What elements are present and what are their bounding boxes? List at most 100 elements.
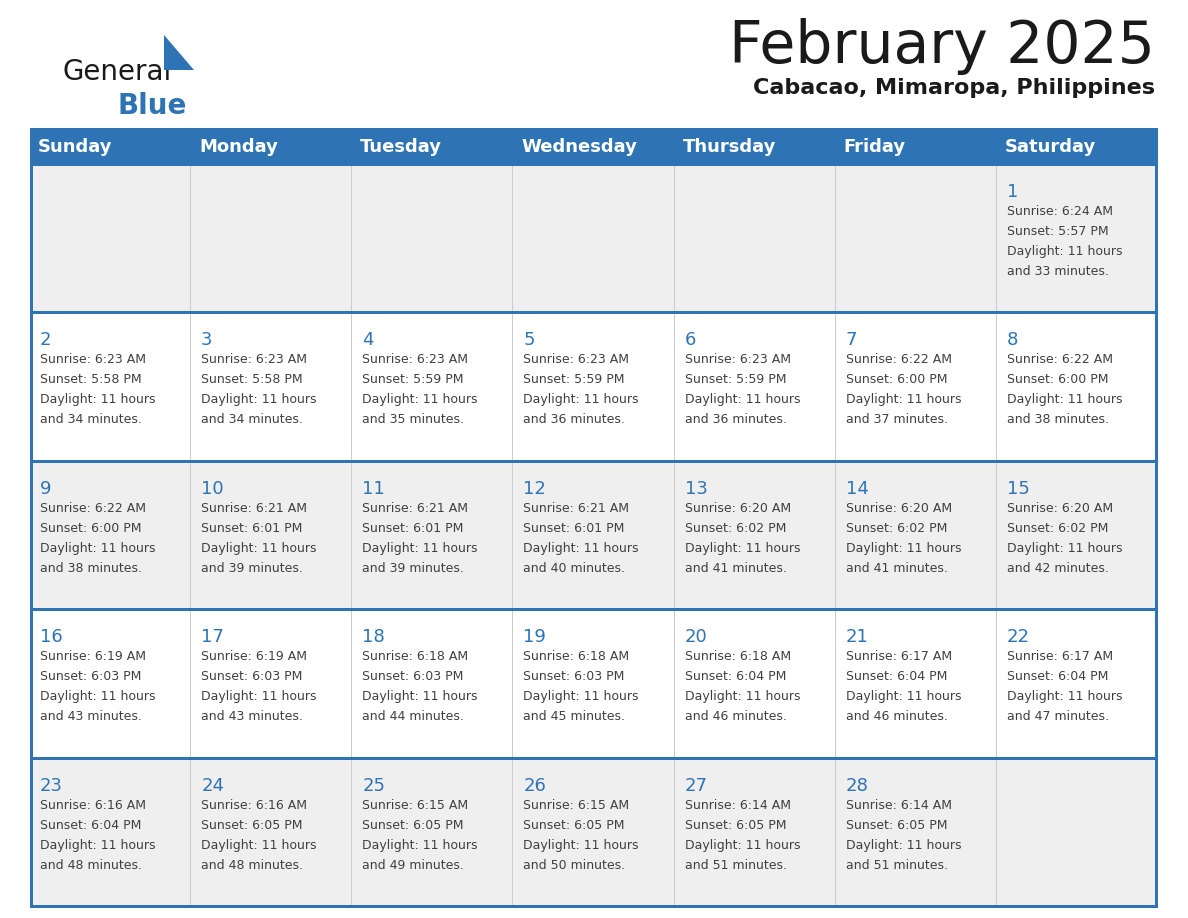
Text: Sunrise: 6:14 AM: Sunrise: 6:14 AM — [684, 799, 790, 812]
Text: and 49 minutes.: and 49 minutes. — [362, 858, 465, 871]
Text: Sunday: Sunday — [38, 138, 113, 155]
Text: Sunset: 6:05 PM: Sunset: 6:05 PM — [524, 819, 625, 832]
Text: 1: 1 — [1007, 183, 1018, 201]
Text: Sunrise: 6:23 AM: Sunrise: 6:23 AM — [684, 353, 790, 366]
Text: 4: 4 — [362, 331, 374, 350]
Text: 26: 26 — [524, 777, 546, 795]
Bar — [30, 311, 1158, 314]
Text: Sunrise: 6:21 AM: Sunrise: 6:21 AM — [201, 502, 308, 515]
Text: 3: 3 — [201, 331, 213, 350]
Text: Daylight: 11 hours: Daylight: 11 hours — [40, 839, 156, 852]
Bar — [30, 311, 1158, 460]
Text: and 41 minutes.: and 41 minutes. — [684, 562, 786, 575]
Text: 21: 21 — [846, 628, 868, 646]
Text: 24: 24 — [201, 777, 225, 795]
Text: Daylight: 11 hours: Daylight: 11 hours — [40, 690, 156, 703]
Text: Sunset: 6:03 PM: Sunset: 6:03 PM — [201, 670, 303, 683]
Text: Daylight: 11 hours: Daylight: 11 hours — [362, 690, 478, 703]
Text: Daylight: 11 hours: Daylight: 11 hours — [1007, 542, 1123, 554]
Text: and 41 minutes.: and 41 minutes. — [846, 562, 948, 575]
Text: and 46 minutes.: and 46 minutes. — [846, 711, 948, 723]
Text: and 37 minutes.: and 37 minutes. — [846, 413, 948, 426]
Text: Daylight: 11 hours: Daylight: 11 hours — [684, 690, 800, 703]
Text: Sunset: 5:57 PM: Sunset: 5:57 PM — [1007, 225, 1108, 238]
Bar — [30, 756, 1158, 759]
Text: Sunrise: 6:18 AM: Sunrise: 6:18 AM — [362, 650, 468, 663]
Text: Sunset: 6:00 PM: Sunset: 6:00 PM — [1007, 374, 1108, 386]
Text: and 47 minutes.: and 47 minutes. — [1007, 711, 1108, 723]
Text: Sunrise: 6:23 AM: Sunrise: 6:23 AM — [40, 353, 146, 366]
Text: 25: 25 — [362, 777, 385, 795]
Text: 11: 11 — [362, 480, 385, 498]
Text: 2: 2 — [40, 331, 51, 350]
Text: Daylight: 11 hours: Daylight: 11 hours — [40, 394, 156, 407]
Text: Sunrise: 6:20 AM: Sunrise: 6:20 AM — [684, 502, 791, 515]
Bar — [30, 756, 1158, 905]
Text: Sunrise: 6:15 AM: Sunrise: 6:15 AM — [362, 799, 468, 812]
Text: and 43 minutes.: and 43 minutes. — [201, 711, 303, 723]
Text: Tuesday: Tuesday — [360, 138, 442, 155]
Text: 27: 27 — [684, 777, 708, 795]
Text: Sunset: 5:58 PM: Sunset: 5:58 PM — [40, 374, 141, 386]
Bar — [30, 163, 1158, 166]
Text: Daylight: 11 hours: Daylight: 11 hours — [40, 542, 156, 554]
Text: 20: 20 — [684, 628, 707, 646]
Text: Sunset: 6:03 PM: Sunset: 6:03 PM — [524, 670, 625, 683]
Text: 22: 22 — [1007, 628, 1030, 646]
Text: Sunset: 6:05 PM: Sunset: 6:05 PM — [684, 819, 786, 832]
Text: Sunrise: 6:14 AM: Sunrise: 6:14 AM — [846, 799, 952, 812]
Text: Sunrise: 6:20 AM: Sunrise: 6:20 AM — [846, 502, 952, 515]
Text: Sunrise: 6:16 AM: Sunrise: 6:16 AM — [201, 799, 308, 812]
Text: 5: 5 — [524, 331, 535, 350]
Text: Daylight: 11 hours: Daylight: 11 hours — [201, 394, 317, 407]
Text: and 33 minutes.: and 33 minutes. — [1007, 265, 1108, 278]
Text: 10: 10 — [201, 480, 223, 498]
Text: Daylight: 11 hours: Daylight: 11 hours — [201, 839, 317, 852]
Text: Cabacao, Mimaropa, Philippines: Cabacao, Mimaropa, Philippines — [753, 78, 1155, 98]
Text: Sunset: 6:02 PM: Sunset: 6:02 PM — [846, 521, 947, 535]
Text: 9: 9 — [40, 480, 51, 498]
Text: 17: 17 — [201, 628, 225, 646]
Text: Daylight: 11 hours: Daylight: 11 hours — [362, 394, 478, 407]
Text: Blue: Blue — [118, 92, 188, 120]
Text: Sunset: 6:01 PM: Sunset: 6:01 PM — [524, 521, 625, 535]
Text: Sunrise: 6:20 AM: Sunrise: 6:20 AM — [1007, 502, 1113, 515]
Text: Daylight: 11 hours: Daylight: 11 hours — [684, 542, 800, 554]
Text: General: General — [62, 58, 171, 86]
Text: February 2025: February 2025 — [729, 18, 1155, 75]
Bar — [30, 460, 1158, 463]
Text: Sunrise: 6:23 AM: Sunrise: 6:23 AM — [362, 353, 468, 366]
Text: Saturday: Saturday — [1005, 138, 1097, 155]
Text: Sunset: 6:03 PM: Sunset: 6:03 PM — [362, 670, 463, 683]
Text: Sunset: 6:04 PM: Sunset: 6:04 PM — [846, 670, 947, 683]
Text: Daylight: 11 hours: Daylight: 11 hours — [524, 839, 639, 852]
Text: Daylight: 11 hours: Daylight: 11 hours — [362, 839, 478, 852]
Text: and 34 minutes.: and 34 minutes. — [40, 413, 141, 426]
Text: 12: 12 — [524, 480, 546, 498]
Text: 14: 14 — [846, 480, 868, 498]
Text: Sunrise: 6:18 AM: Sunrise: 6:18 AM — [524, 650, 630, 663]
Text: 28: 28 — [846, 777, 868, 795]
Text: and 38 minutes.: and 38 minutes. — [40, 562, 143, 575]
Text: Sunrise: 6:19 AM: Sunrise: 6:19 AM — [40, 650, 146, 663]
Text: Sunrise: 6:18 AM: Sunrise: 6:18 AM — [684, 650, 791, 663]
Text: Sunrise: 6:22 AM: Sunrise: 6:22 AM — [1007, 353, 1113, 366]
Text: and 42 minutes.: and 42 minutes. — [1007, 562, 1108, 575]
Text: and 40 minutes.: and 40 minutes. — [524, 562, 625, 575]
Bar — [30, 128, 1158, 163]
Text: 8: 8 — [1007, 331, 1018, 350]
Bar — [30, 128, 1158, 132]
Text: Monday: Monday — [200, 138, 278, 155]
Text: Sunrise: 6:17 AM: Sunrise: 6:17 AM — [1007, 650, 1113, 663]
Text: and 36 minutes.: and 36 minutes. — [684, 413, 786, 426]
Text: Daylight: 11 hours: Daylight: 11 hours — [1007, 245, 1123, 258]
Text: Sunset: 6:05 PM: Sunset: 6:05 PM — [362, 819, 463, 832]
Bar — [30, 609, 1158, 756]
Text: Sunrise: 6:17 AM: Sunrise: 6:17 AM — [846, 650, 952, 663]
Text: Sunset: 6:04 PM: Sunset: 6:04 PM — [40, 819, 141, 832]
Bar — [1155, 128, 1158, 905]
Text: 6: 6 — [684, 331, 696, 350]
Text: and 38 minutes.: and 38 minutes. — [1007, 413, 1108, 426]
Text: and 50 minutes.: and 50 minutes. — [524, 858, 626, 871]
Text: and 39 minutes.: and 39 minutes. — [362, 562, 465, 575]
